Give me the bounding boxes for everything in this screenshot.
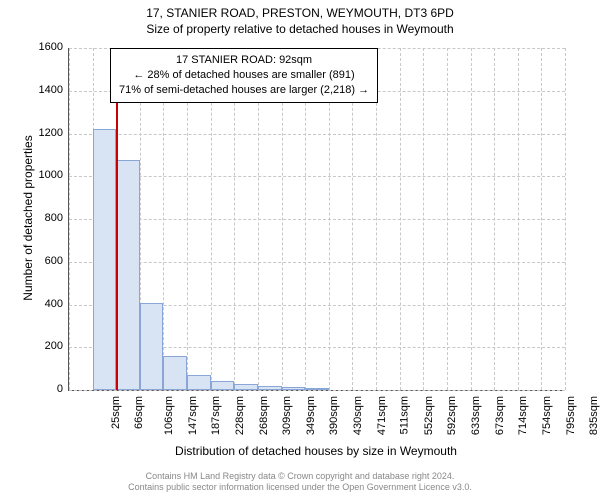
histogram-bar [140, 303, 164, 390]
titles: 17, STANIER ROAD, PRESTON, WEYMOUTH, DT3… [0, 0, 600, 36]
gridline-v [494, 48, 495, 390]
x-tick-label: 552sqm [423, 396, 435, 435]
gridline-h [69, 219, 565, 220]
x-tick-label: 390sqm [329, 396, 341, 435]
info-box: 17 STANIER ROAD: 92sqm← 28% of detached … [110, 48, 378, 103]
gridline-v [518, 48, 519, 390]
info-box-line: 71% of semi-detached houses are larger (… [119, 83, 369, 98]
attribution-footer: Contains HM Land Registry data © Crown c… [0, 471, 600, 494]
gridline-h [69, 134, 565, 135]
x-tick-label: 633sqm [470, 396, 482, 435]
histogram-bar [116, 160, 140, 390]
x-tick-label: 25sqm [110, 396, 122, 429]
histogram-bar [93, 129, 117, 390]
y-tick-label: 1200 [28, 127, 63, 139]
y-tick-label: 1600 [28, 41, 63, 53]
x-tick-label: 714sqm [517, 396, 529, 435]
x-axis-label: Distribution of detached houses by size … [68, 444, 564, 458]
info-box-line: ← 28% of detached houses are smaller (89… [119, 68, 369, 83]
gridline-v [565, 48, 566, 390]
gridline-v [69, 48, 70, 390]
gridline-v [471, 48, 472, 390]
x-tick-label: 754sqm [541, 396, 553, 435]
y-tick-label: 1400 [28, 84, 63, 96]
x-tick-label: 187sqm [210, 396, 222, 435]
histogram-bar [211, 381, 235, 390]
gridline-h [69, 262, 565, 263]
y-tick-label: 0 [28, 383, 63, 395]
title-line-1: 17, STANIER ROAD, PRESTON, WEYMOUTH, DT3… [0, 6, 600, 20]
y-tick-label: 800 [28, 212, 63, 224]
gridline-v [447, 48, 448, 390]
gridline-v [400, 48, 401, 390]
x-tick-label: 511sqm [399, 396, 411, 434]
x-tick-label: 430sqm [352, 396, 364, 435]
footer-line-2: Contains public sector information licen… [0, 482, 600, 494]
y-tick-label: 200 [28, 340, 63, 352]
title-line-2: Size of property relative to detached ho… [0, 22, 600, 36]
histogram-bar [258, 386, 282, 390]
x-tick-label: 673sqm [494, 396, 506, 435]
histogram-bar [163, 356, 187, 390]
x-tick-label: 268sqm [258, 396, 270, 435]
footer-line-1: Contains HM Land Registry data © Crown c… [0, 471, 600, 483]
x-tick-label: 147sqm [187, 396, 199, 435]
info-box-line: 17 STANIER ROAD: 92sqm [119, 53, 369, 68]
x-tick-label: 106sqm [163, 396, 175, 435]
chart-container: 17, STANIER ROAD, PRESTON, WEYMOUTH, DT3… [0, 0, 600, 500]
x-tick-label: 592sqm [447, 396, 459, 435]
x-tick-label: 471sqm [376, 396, 388, 435]
gridline-v [541, 48, 542, 390]
x-tick-label: 349sqm [305, 396, 317, 435]
x-tick-label: 795sqm [565, 396, 577, 435]
x-tick-label: 835sqm [588, 396, 600, 435]
x-tick-label: 228sqm [234, 396, 246, 435]
histogram-bar [234, 384, 258, 390]
gridline-v [423, 48, 424, 390]
y-tick-label: 400 [28, 298, 63, 310]
gridline-h [69, 390, 565, 391]
y-tick-label: 600 [28, 255, 63, 267]
gridline-h [69, 176, 565, 177]
histogram-bar [305, 388, 329, 390]
histogram-bar [187, 375, 211, 390]
histogram-bar [282, 387, 306, 390]
x-tick-label: 66sqm [133, 396, 145, 429]
y-tick-label: 1000 [28, 169, 63, 181]
x-tick-label: 309sqm [281, 396, 293, 435]
